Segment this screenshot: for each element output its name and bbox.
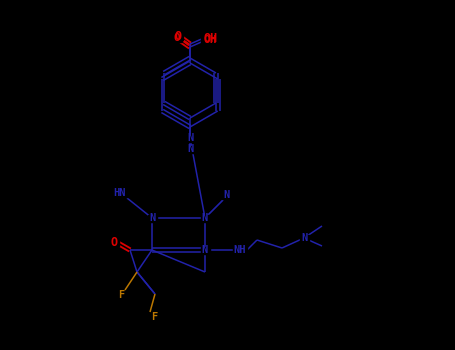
Text: N: N	[202, 245, 208, 255]
Text: N: N	[223, 190, 229, 200]
Text: F: F	[118, 290, 124, 300]
Text: OH: OH	[204, 32, 218, 44]
Bar	[116, 292, 126, 299]
Bar	[233, 246, 247, 254]
Text: O: O	[174, 29, 182, 42]
Bar	[150, 314, 158, 321]
Text: N: N	[202, 213, 208, 223]
Bar	[110, 189, 128, 197]
Bar	[222, 191, 231, 198]
Bar	[299, 234, 308, 241]
Text: OH: OH	[203, 35, 217, 45]
Bar	[109, 238, 119, 246]
Text: N: N	[149, 213, 155, 223]
Text: O: O	[174, 33, 180, 43]
Bar	[186, 134, 194, 141]
Bar	[201, 36, 219, 44]
Text: N: N	[187, 144, 193, 154]
Bar	[147, 215, 157, 222]
Text: NH: NH	[234, 245, 246, 255]
Text: N: N	[187, 133, 193, 143]
Bar	[172, 34, 182, 42]
Bar	[201, 246, 209, 253]
Text: O: O	[111, 236, 117, 248]
Bar	[202, 34, 220, 42]
Bar	[173, 32, 183, 40]
Bar	[186, 146, 194, 153]
Text: F: F	[151, 312, 157, 322]
Text: N: N	[301, 233, 307, 243]
Bar	[201, 215, 209, 222]
Text: HN: HN	[113, 188, 125, 198]
